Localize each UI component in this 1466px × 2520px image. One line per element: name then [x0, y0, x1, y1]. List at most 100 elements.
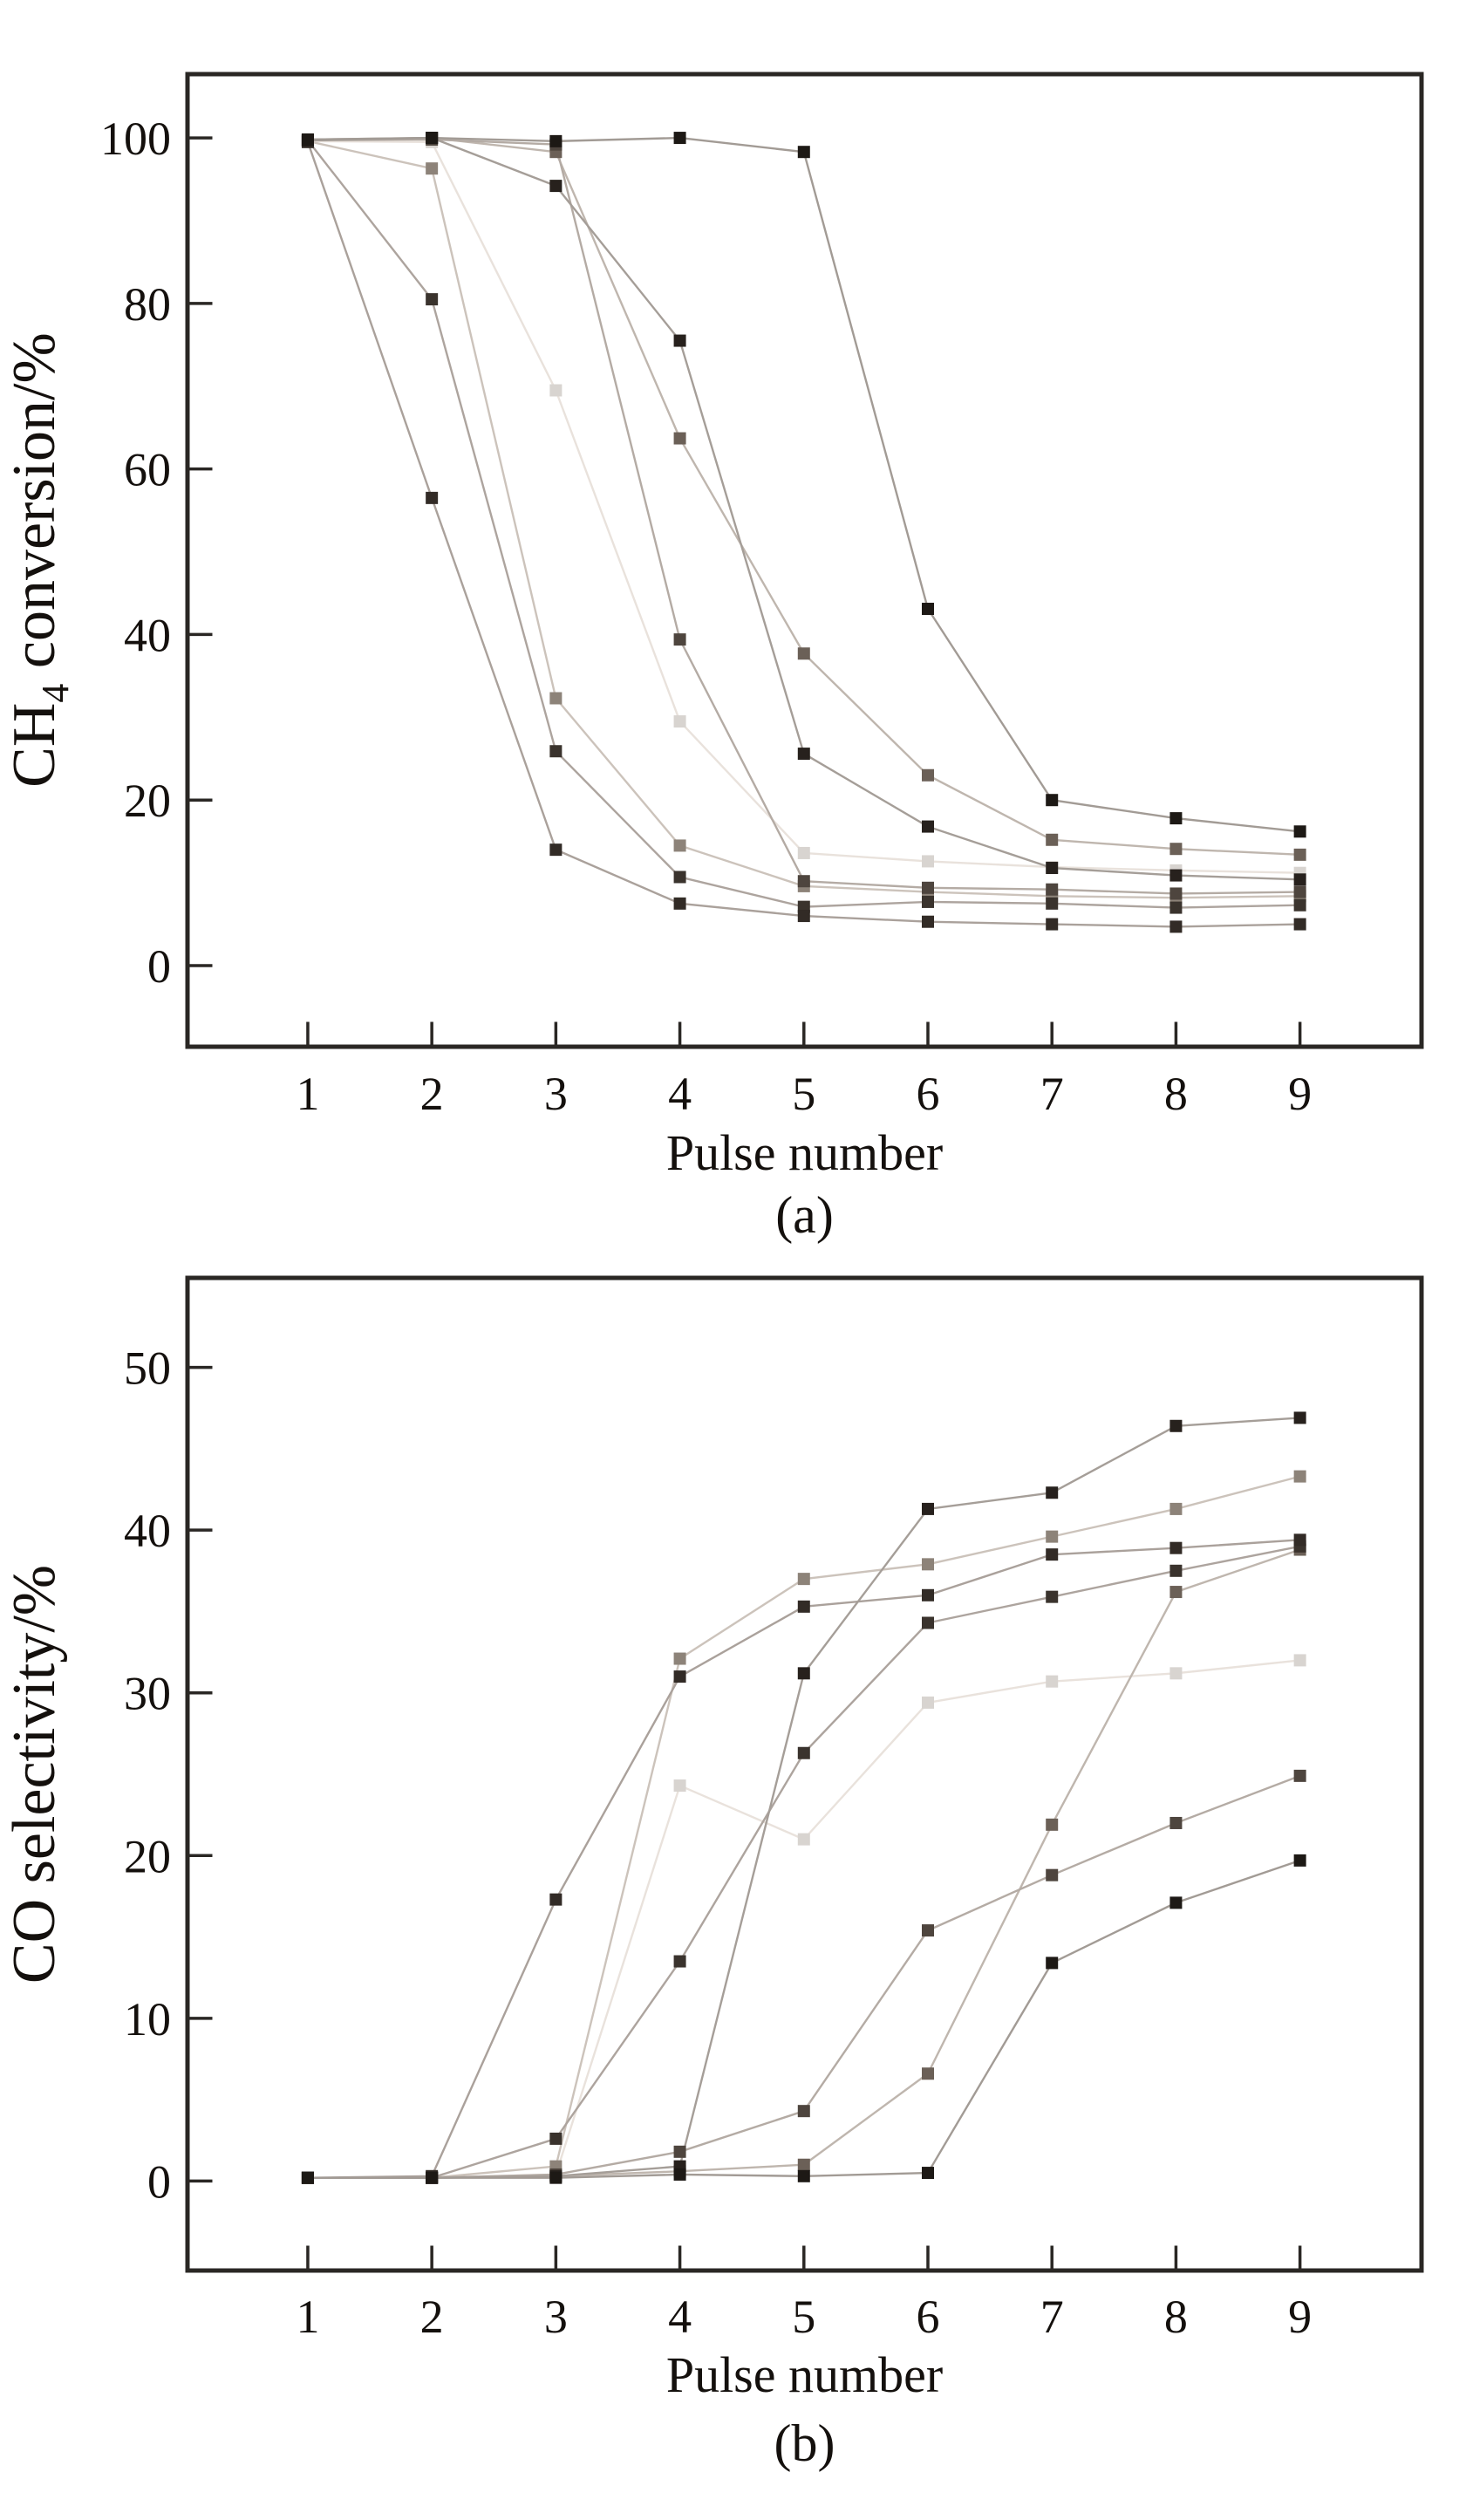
series-dark-brown-marker [1046, 897, 1059, 910]
series-black-marker [922, 2167, 934, 2180]
series-black-marker [301, 2171, 314, 2184]
series-charcoal-marker [1046, 918, 1059, 931]
x-tick-label: 5 [792, 1068, 815, 1120]
series-gray-line [307, 140, 1300, 899]
y-axis-title-b: CO selectivity/% [1, 1565, 68, 1984]
series-black-marker [797, 2169, 810, 2182]
series-light-line [307, 140, 1300, 874]
x-tick-label: 8 [1164, 1068, 1188, 1120]
series-taupe-marker [797, 647, 810, 660]
series-umber-line [307, 138, 1300, 895]
series-dark-brown-marker [549, 2132, 563, 2145]
series-umber-marker [1293, 885, 1306, 898]
series-black-line [307, 136, 1300, 833]
x-tick-label: 7 [1040, 2291, 1064, 2343]
series-umber-marker [797, 2105, 810, 2118]
series-light-line [307, 1659, 1300, 2179]
series-umber-marker [1046, 883, 1059, 896]
y-tick-label: 80 [124, 278, 171, 331]
x-tick-label: 1 [296, 2291, 319, 2343]
series-umber-marker [673, 2145, 686, 2158]
plot-box-a [185, 72, 1424, 1049]
x-tick-label: 5 [792, 2291, 815, 2343]
series-umber-marker [797, 875, 810, 888]
y-tick-label: 30 [124, 1668, 171, 1720]
x-tick-label: 4 [668, 1068, 692, 1120]
series-taupe-marker [1046, 833, 1059, 846]
series-dark-brown-marker [922, 895, 934, 908]
x-tick-label: 7 [1040, 1068, 1064, 1120]
series-light-marker [673, 1779, 686, 1793]
series-charcoal-marker [549, 1893, 563, 1906]
y-tick-label: 60 [124, 444, 171, 496]
series-lines-a [306, 136, 1300, 928]
series-dark-brown-marker [1046, 1590, 1059, 1603]
y-axis-title-a: CH4 conversion/% [1, 332, 77, 788]
series-black-marker [1169, 812, 1183, 825]
series-gray-marker [922, 1558, 934, 1571]
series-light-marker [922, 1696, 934, 1709]
series-taupe-marker [797, 2158, 810, 2171]
series-umber-marker [922, 1924, 934, 1937]
series-black-marker [673, 2168, 686, 2181]
series-dark-brown-marker [1169, 901, 1183, 914]
series-black-marker [426, 2171, 439, 2184]
series-near-black-marker [1293, 1411, 1306, 1424]
series-black-marker [1046, 794, 1059, 807]
series-gray-marker [673, 1652, 686, 1665]
series-gray-marker [1293, 1470, 1306, 1483]
series-charcoal-marker [1293, 918, 1306, 931]
series-near-black-marker [1169, 1419, 1183, 1432]
series-black-marker [549, 134, 563, 147]
y-tick-label: 0 [147, 940, 171, 993]
series-gray-marker [549, 692, 563, 705]
y-tick-label: 20 [124, 1830, 171, 1882]
series-taupe-marker [922, 2067, 934, 2080]
series-gray-marker [797, 1573, 810, 1586]
plot-box-b [185, 1275, 1424, 2273]
series-charcoal-line [307, 1539, 1300, 2179]
panel-b: 0 10 20 30 40 50 1 2 3 4 5 6 7 8 9 Pulse number (b) CO se… [1, 1275, 1424, 2472]
y-tick-label: 20 [124, 775, 171, 827]
series-dark-brown-line [307, 1545, 1300, 2179]
series-dark-brown-marker [549, 745, 563, 758]
series-dark-brown-marker [426, 293, 439, 306]
series-near-black-marker [1293, 873, 1306, 886]
series-near-black-marker [1046, 862, 1059, 875]
series-charcoal-marker [1169, 1541, 1183, 1554]
series-black-marker [1293, 1854, 1306, 1867]
series-charcoal-marker [922, 1588, 934, 1601]
x-tick-label: 4 [668, 2291, 692, 2343]
series-light-marker [673, 715, 686, 728]
series-light-marker [797, 1833, 810, 1846]
series-near-black-line [307, 136, 1300, 881]
series-light-marker [797, 846, 810, 859]
series-dark-brown-marker [673, 1955, 686, 1968]
series-dark-brown-marker [1169, 1564, 1183, 1577]
x-axis-title-a: Pulse number [666, 1124, 943, 1181]
series-taupe-marker [673, 432, 686, 445]
series-taupe-marker [1169, 843, 1183, 856]
series-gray-marker [426, 162, 439, 175]
series-black-marker [1046, 1957, 1059, 1970]
series-umber-marker [673, 633, 686, 646]
series-near-black-marker [922, 820, 934, 833]
series-black-line [307, 1859, 1301, 2179]
series-charcoal-marker [1169, 920, 1183, 933]
panel-label-a: (a) [775, 1186, 834, 1244]
y-tick-label: 40 [124, 609, 171, 661]
series-umber-marker [1046, 1868, 1059, 1881]
panel-a: 0 20 40 60 80 100 1 2 3 4 5 6 7 8 9 Pulse number(a) CH4 … [1, 72, 1424, 1244]
series-gray-marker [673, 839, 686, 852]
x-tick-label: 1 [296, 1068, 319, 1120]
series-near-black-marker [797, 1667, 810, 1680]
series-charcoal-marker [1046, 1548, 1059, 1561]
series-light-marker [1046, 1675, 1059, 1688]
series-dark-brown-marker [673, 871, 686, 884]
series-charcoal-line [306, 141, 1300, 928]
x-tick-label: 9 [1288, 2291, 1312, 2343]
y-tick-label: 50 [124, 1342, 171, 1395]
series-light-marker [922, 855, 934, 868]
series-dark-brown-line [306, 140, 1300, 909]
y-tick-label: 0 [147, 2155, 171, 2208]
